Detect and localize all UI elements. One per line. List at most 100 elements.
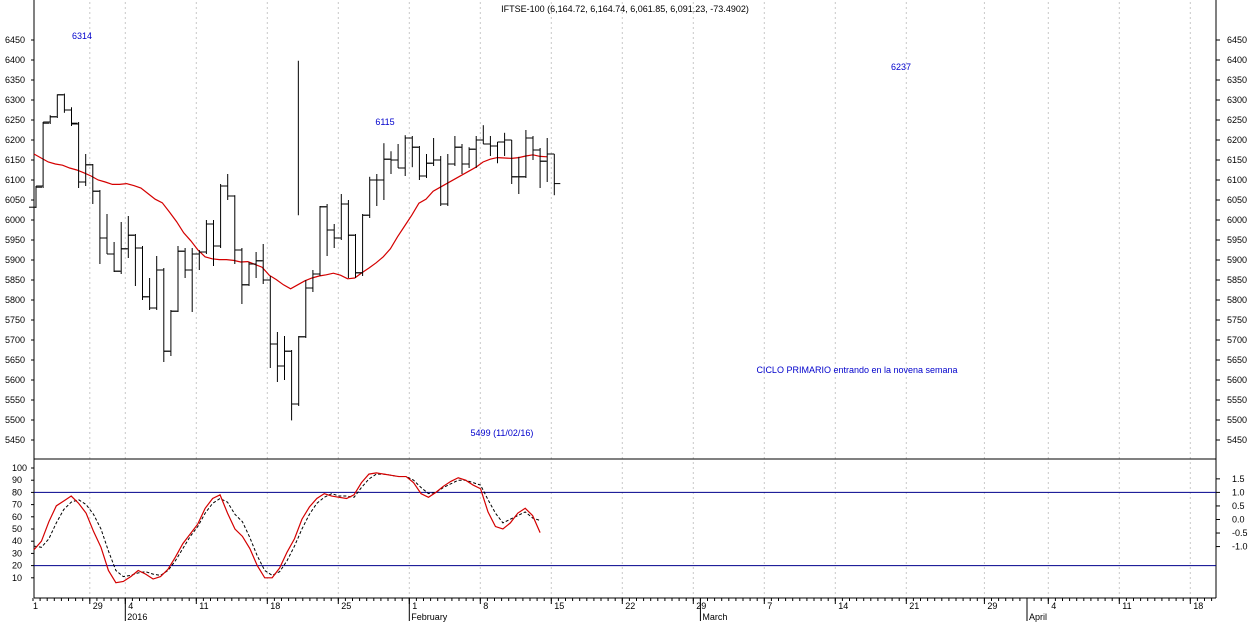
price-tick-label: 5800 xyxy=(5,295,25,305)
oscillator-tick-label: 90 xyxy=(12,475,22,485)
price-tick-label: 6150 xyxy=(1227,155,1247,165)
moving-average-series xyxy=(33,153,548,290)
date-tick-label: 18 xyxy=(1193,601,1203,611)
price-tick-label: 6000 xyxy=(1227,215,1247,225)
price-tick-label: 6300 xyxy=(5,95,25,105)
price-tick-label: 6200 xyxy=(5,135,25,145)
date-tick-label: 15 xyxy=(554,601,564,611)
date-tick-label: 1 xyxy=(33,601,38,611)
price-tick-label: 5900 xyxy=(5,255,25,265)
month-label: March xyxy=(702,612,727,622)
price-axis-right: 5450 5500 5550 5600 5650 5700 5750 5800 5850 5900… xyxy=(1216,35,1247,445)
oscillator-tick-label: 30 xyxy=(12,548,22,558)
date-tick-label: 29 xyxy=(696,601,706,611)
price-tick-label: 5800 xyxy=(1227,295,1247,305)
oscillator-tick-label: 80 xyxy=(12,487,22,497)
oscillator-series xyxy=(33,472,541,584)
price-tick-label: 6300 xyxy=(1227,95,1247,105)
date-tick-label: 29 xyxy=(987,601,997,611)
oscillator-tick-label: 10 xyxy=(12,573,22,583)
oscillator-right-tick-label: 1.0 xyxy=(1232,487,1245,497)
price-tick-label: 5500 xyxy=(1227,415,1247,425)
price-tick-label: 5850 xyxy=(1227,275,1247,285)
price-tick-label: 6100 xyxy=(1227,175,1247,185)
oscillator-d-line xyxy=(33,473,541,578)
price-tick-label: 5900 xyxy=(1227,255,1247,265)
price-tick-label: 5750 xyxy=(5,315,25,325)
oscillator-axes: 10 20 30 40 50 60 70 80 90 100 1.5 1.0 0.5 0.0 -0.5 -1.… xyxy=(12,463,1248,583)
ohlc-bar xyxy=(36,122,50,188)
price-tick-label: 6250 xyxy=(5,115,25,125)
price-tick-label: 6200 xyxy=(1227,135,1247,145)
price-tick-label: 6450 xyxy=(5,35,25,45)
price-tick-label: 5550 xyxy=(1227,395,1247,405)
oscillator-tick-label: 60 xyxy=(12,512,22,522)
price-tick-label: 6150 xyxy=(5,155,25,165)
oscillator-right-tick-label: 1.5 xyxy=(1232,474,1245,484)
date-tick-label: 11 xyxy=(1122,601,1131,611)
oscillator-right-tick-label: 0.0 xyxy=(1232,514,1245,524)
date-tick-label: 11 xyxy=(199,601,208,611)
price-tick-label: 6250 xyxy=(1227,115,1247,125)
oscillator-k-line xyxy=(33,472,541,584)
date-tick-label: 8 xyxy=(483,601,488,611)
price-tick-label: 5650 xyxy=(5,355,25,365)
price-tick-label: 6000 xyxy=(5,215,25,225)
price-tick-label: 5750 xyxy=(1227,315,1247,325)
month-label: 2016 xyxy=(127,612,147,622)
oscillator-tick-label: 50 xyxy=(12,524,22,534)
price-tick-label: 5550 xyxy=(5,395,25,405)
date-tick-label: 7 xyxy=(767,601,772,611)
oscillator-tick-label: 40 xyxy=(12,536,22,546)
oscillator-right-tick-label: -0.5 xyxy=(1232,528,1248,538)
annotation-cycle-note: CICLO PRIMARIO entrando en la novena sem… xyxy=(756,365,957,375)
price-tick-label: 6400 xyxy=(5,55,25,65)
date-tick-label: 22 xyxy=(625,601,635,611)
oscillator-right-tick-label: 0.5 xyxy=(1232,501,1245,511)
price-tick-label: 5450 xyxy=(5,435,25,445)
annotation-high-6314: 6314 xyxy=(72,31,92,41)
ohlc-bar xyxy=(64,107,78,126)
month-label: April xyxy=(1029,612,1047,622)
date-tick-label: 25 xyxy=(341,601,351,611)
oscillator-tick-label: 20 xyxy=(12,561,22,571)
date-tick-label: 18 xyxy=(270,601,280,611)
date-tick-label: 1 xyxy=(412,601,417,611)
price-axis-left: 5450 5500 5550 5600 5650 5700 5750 5800 5850 5900… xyxy=(5,35,34,445)
price-tick-label: 5450 xyxy=(1227,435,1247,445)
price-tick-label: 5600 xyxy=(5,375,25,385)
price-tick-label: 6450 xyxy=(1227,35,1247,45)
oscillator-tick-label: 70 xyxy=(12,500,22,510)
oscillator-tick-label: 100 xyxy=(12,463,27,473)
price-tick-label: 6100 xyxy=(5,175,25,185)
ohlc-bars xyxy=(29,60,561,421)
annotation-6237: 6237 xyxy=(891,62,911,72)
price-tick-label: 5500 xyxy=(5,415,25,425)
vertical-grid xyxy=(89,2,1191,598)
price-tick-label: 5700 xyxy=(5,335,25,345)
date-tick-label: 4 xyxy=(128,601,133,611)
annotation-6115: 6115 xyxy=(375,117,394,127)
price-tick-label: 5650 xyxy=(1227,355,1247,365)
price-tick-label: 6350 xyxy=(1227,75,1247,85)
date-tick-label: 21 xyxy=(909,601,919,611)
date-tick-label: 4 xyxy=(1051,601,1056,611)
price-tick-label: 5950 xyxy=(1227,235,1247,245)
price-tick-label: 5950 xyxy=(5,235,25,245)
moving-average-line xyxy=(33,153,548,290)
annotation-low-5499: 5499 (11/02/16) xyxy=(471,428,534,438)
price-tick-label: 5600 xyxy=(1227,375,1247,385)
price-tick-label: 5850 xyxy=(5,275,25,285)
chart-title: IFTSE-100 (6,164.72, 6,164.74, 6,061.85,… xyxy=(501,4,749,14)
ohlc-bar xyxy=(547,153,561,196)
oscillator-right-tick-label: -1.0 xyxy=(1232,542,1248,552)
price-tick-label: 6400 xyxy=(1227,55,1247,65)
price-tick-label: 5700 xyxy=(1227,335,1247,345)
date-tick-label: 14 xyxy=(838,601,848,611)
date-tick-label: 29 xyxy=(93,601,103,611)
month-label: February xyxy=(411,612,448,622)
price-tick-label: 6050 xyxy=(5,195,25,205)
ohlc-bar xyxy=(29,186,42,208)
